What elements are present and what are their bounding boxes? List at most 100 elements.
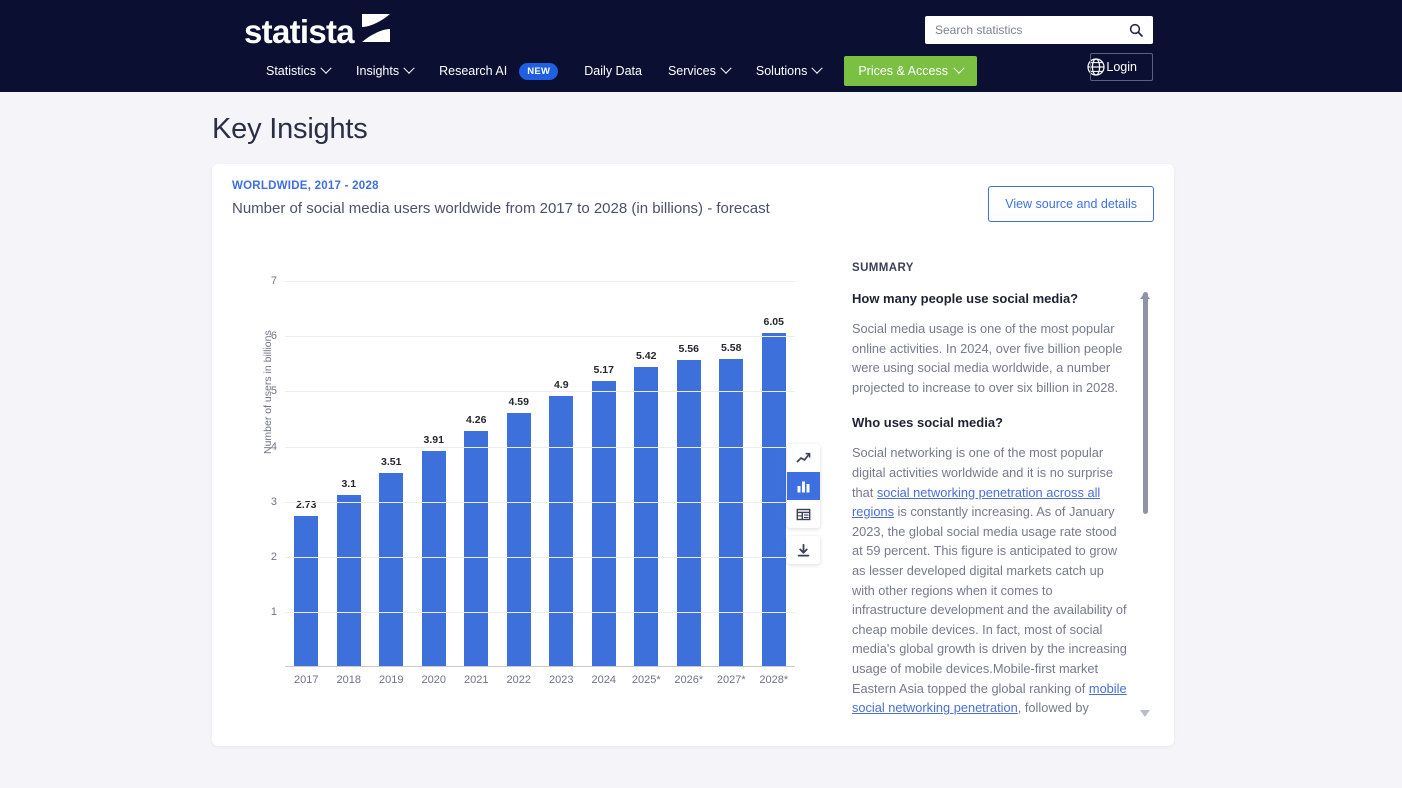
page-title: Key Insights xyxy=(212,113,368,145)
y-axis-tick: 6 xyxy=(270,330,277,343)
login-button[interactable]: Login xyxy=(1090,53,1153,81)
social-networking-penetration-link[interactable]: social networking penetration across all… xyxy=(852,484,1101,520)
bar-group[interactable]: 5.17 xyxy=(583,262,626,666)
nav-label: Services xyxy=(667,64,716,78)
download-icon[interactable] xyxy=(787,536,820,564)
bar[interactable] xyxy=(761,332,786,666)
y-axis-tick: 5 xyxy=(270,385,277,398)
logo-wordmark: statista xyxy=(244,13,355,50)
mobile-social-networking-penetration-link[interactable]: mobile social networking penetration xyxy=(852,680,1127,716)
summary-text-3: , followed by xyxy=(1017,700,1089,716)
search-box[interactable] xyxy=(925,16,1153,44)
x-axis-tick: 2020 xyxy=(421,674,446,686)
summary-scroll-content[interactable]: How many people use social media? Social… xyxy=(852,291,1152,716)
bar-group[interactable]: 4.59 xyxy=(498,262,541,666)
statista-logo[interactable]: statista xyxy=(244,13,392,48)
x-axis-tick: 2018 xyxy=(336,674,361,686)
x-axis-tick: 2026* xyxy=(674,674,704,686)
summary-paragraph-1: Social media usage is one of the most po… xyxy=(852,321,1123,395)
bar-group[interactable]: 2.73 xyxy=(285,262,328,666)
bar-group[interactable]: 4.26 xyxy=(455,262,498,666)
bar-group[interactable]: 3.91 xyxy=(413,262,456,666)
prices-and-access-button[interactable]: Prices & Access xyxy=(844,56,977,86)
x-axis-tick: 2025* xyxy=(631,674,661,686)
nav-item-statistics[interactable]: Statistics xyxy=(253,59,343,83)
scroll-down-arrow[interactable] xyxy=(1140,710,1151,721)
cta-label: Prices & Access xyxy=(858,64,948,78)
bar[interactable] xyxy=(294,515,319,666)
table-icon[interactable] xyxy=(787,500,820,528)
bar[interactable] xyxy=(506,413,531,666)
x-axis-line xyxy=(285,666,795,667)
summary-paragraph-2: Social networking is one of the most pop… xyxy=(852,443,1130,716)
gridline xyxy=(285,391,795,393)
bar[interactable] xyxy=(634,367,659,666)
main-nav: Statistics Insights Research AI NEW Dail… xyxy=(253,56,977,86)
bar[interactable] xyxy=(719,358,744,666)
card-eyebrow: WORLDWIDE, 2017 - 2028 xyxy=(232,180,379,192)
y-axis-tick: 1 xyxy=(270,605,277,618)
summary-question-2: Who uses social media? xyxy=(852,415,1003,431)
bar[interactable] xyxy=(379,472,404,666)
card-title: Number of social media users worldwide f… xyxy=(232,200,770,217)
chevron-down-icon xyxy=(953,62,965,74)
gridline xyxy=(285,446,795,448)
bar-value-label: 2.73 xyxy=(296,498,317,511)
chart-plot-area: 2.73 3.1 3.51 3.91 4.26 4.59 4.9 5.17 5.42 5.56 5.… xyxy=(271,262,795,667)
summary-question-1: How many people use social media? xyxy=(852,291,1079,306)
line-chart-icon[interactable] xyxy=(787,444,820,472)
bar-chart-icon[interactable] xyxy=(787,472,820,500)
nav-label: Research AI xyxy=(439,64,508,78)
gridline xyxy=(285,611,795,613)
nav-item-services[interactable]: Services xyxy=(655,59,743,83)
bar[interactable] xyxy=(464,431,489,666)
bar-value-label: 3.1 xyxy=(341,478,357,491)
gridline xyxy=(285,501,795,503)
gridline xyxy=(285,281,795,283)
bar[interactable] xyxy=(591,381,616,666)
chevron-down-icon xyxy=(320,62,332,74)
bar-chart: Number of users in billions 2.73 3.1 3.51 3… xyxy=(232,254,802,719)
scrollbar-thumb[interactable] xyxy=(1143,292,1148,514)
download-group xyxy=(787,536,820,564)
bar-group[interactable]: 5.42 xyxy=(625,262,668,666)
x-axis-tick-labels: 2017 2018 2019 2020 2021 2022 2023 2024 2025* 202… xyxy=(285,674,795,686)
nav-label: Statistics xyxy=(266,64,317,78)
nav-label: Daily Data xyxy=(584,64,642,78)
nav-item-insights[interactable]: Insights xyxy=(343,59,426,83)
bar-group[interactable]: 5.58 xyxy=(710,262,753,666)
nav-item-daily-data[interactable]: Daily Data xyxy=(571,59,655,83)
chevron-down-icon xyxy=(403,62,415,74)
nav-item-solutions[interactable]: Solutions xyxy=(743,59,834,83)
nav-item-research-ai[interactable]: Research AI NEW xyxy=(426,58,571,85)
search-input[interactable] xyxy=(935,23,1129,37)
bar-group[interactable]: 4.9 xyxy=(540,262,583,666)
x-axis-tick: 2022 xyxy=(506,674,531,686)
site-header: statista Statistics Insights Research AI xyxy=(0,0,1402,92)
bar[interactable] xyxy=(336,495,361,666)
y-axis-tick: 7 xyxy=(270,275,277,288)
chart-toolbar xyxy=(787,444,820,564)
bar-value-label: 5.17 xyxy=(593,364,614,377)
search-icon[interactable] xyxy=(1129,23,1143,37)
bar-group[interactable]: 5.56 xyxy=(668,262,711,666)
bar-value-label: 5.58 xyxy=(721,341,742,354)
y-axis-tick: 3 xyxy=(270,495,277,508)
bar-value-label: 4.9 xyxy=(553,379,569,391)
bar[interactable] xyxy=(676,359,701,666)
bar-group[interactable]: 3.1 xyxy=(328,262,371,666)
bar-value-label: 3.51 xyxy=(381,455,402,468)
bar[interactable] xyxy=(549,396,574,666)
view-source-and-details-button[interactable]: View source and details xyxy=(988,186,1154,222)
x-axis-tick: 2019 xyxy=(379,674,404,686)
y-axis-tick: 4 xyxy=(270,440,277,453)
chevron-down-icon xyxy=(811,62,823,74)
gridline xyxy=(285,336,795,338)
x-axis-tick: 2023 xyxy=(549,674,574,686)
gridline xyxy=(285,556,795,558)
bar-group[interactable]: 6.05 xyxy=(753,262,796,666)
bar-group[interactable]: 3.51 xyxy=(370,262,413,666)
chart-bars: 2.73 3.1 3.51 3.91 4.26 4.59 4.9 5.17 5.42 5.56 5.… xyxy=(285,262,795,666)
summary-scrollbar[interactable] xyxy=(1143,292,1148,687)
bar[interactable] xyxy=(421,450,446,666)
